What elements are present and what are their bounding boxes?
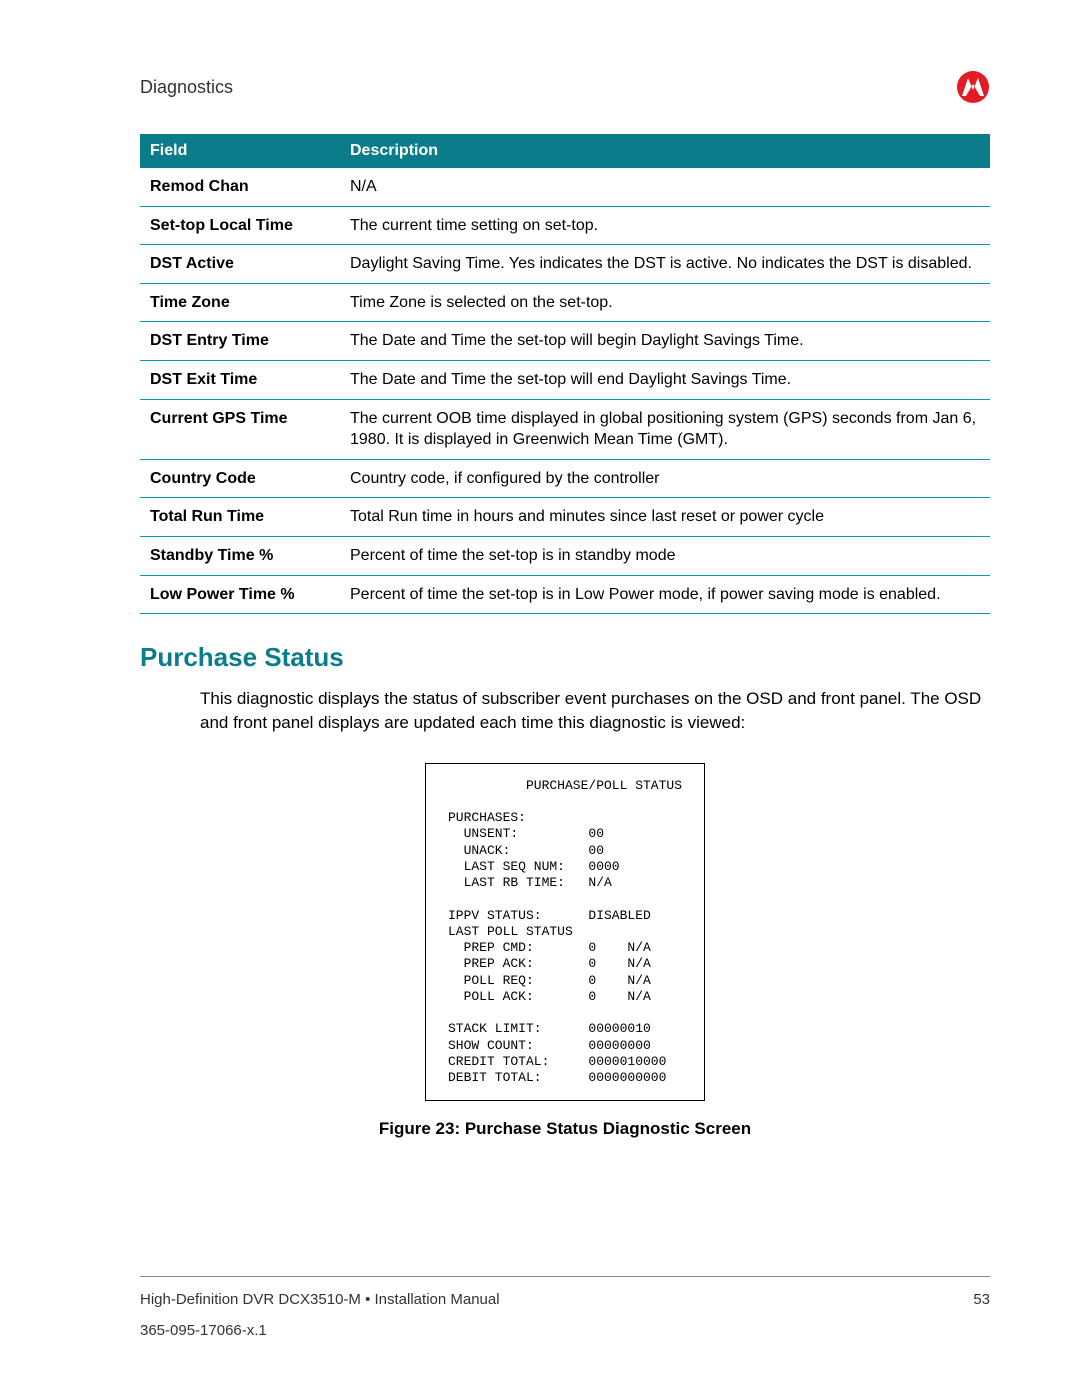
field-desc-cell: Percent of time the set-top is in standb… (340, 536, 990, 575)
table-header-field: Field (140, 134, 340, 168)
field-desc-cell: N/A (340, 168, 990, 206)
field-name-cell: Set-top Local Time (140, 206, 340, 245)
field-name-cell: Country Code (140, 459, 340, 498)
field-name-cell: Low Power Time % (140, 575, 340, 614)
table-row: Set-top Local TimeThe current time setti… (140, 206, 990, 245)
table-row: Low Power Time %Percent of time the set-… (140, 575, 990, 614)
field-name-cell: Current GPS Time (140, 399, 340, 459)
field-name-cell: Standby Time % (140, 536, 340, 575)
figure-caption: Figure 23: Purchase Status Diagnostic Sc… (140, 1119, 990, 1139)
field-desc-cell: Country code, if configured by the contr… (340, 459, 990, 498)
field-name-cell: DST Exit Time (140, 360, 340, 399)
field-desc-cell: Daylight Saving Time. Yes indicates the … (340, 245, 990, 284)
field-desc-cell: The current OOB time displayed in global… (340, 399, 990, 459)
section-body-text: This diagnostic displays the status of s… (200, 687, 990, 735)
field-name-cell: Total Run Time (140, 498, 340, 537)
field-desc-cell: Total Run time in hours and minutes sinc… (340, 498, 990, 537)
page-footer: High-Definition DVR DCX3510-M • Installa… (140, 1269, 990, 1340)
field-name-cell: Remod Chan (140, 168, 340, 206)
field-name-cell: DST Active (140, 245, 340, 284)
fields-table: Field Description Remod ChanN/ASet-top L… (140, 134, 990, 614)
field-desc-cell: The current time setting on set-top. (340, 206, 990, 245)
section-heading: Purchase Status (140, 642, 990, 673)
table-row: DST Entry TimeThe Date and Time the set-… (140, 322, 990, 361)
field-desc-cell: The Date and Time the set-top will begin… (340, 322, 990, 361)
table-row: DST Exit TimeThe Date and Time the set-t… (140, 360, 990, 399)
diagram-container: PURCHASE/POLL STATUS PURCHASES: UNSENT: … (140, 763, 990, 1102)
field-name-cell: Time Zone (140, 283, 340, 322)
table-row: Country CodeCountry code, if configured … (140, 459, 990, 498)
header-section-title: Diagnostics (140, 77, 233, 98)
field-desc-cell: Time Zone is selected on the set-top. (340, 283, 990, 322)
field-desc-cell: The Date and Time the set-top will end D… (340, 360, 990, 399)
page-header: Diagnostics (140, 70, 990, 104)
purchase-status-diagram: PURCHASE/POLL STATUS PURCHASES: UNSENT: … (425, 763, 705, 1102)
footer-manual-title: High-Definition DVR DCX3510-M • Installa… (140, 1291, 500, 1308)
table-header-description: Description (340, 134, 990, 168)
table-row: Total Run TimeTotal Run time in hours an… (140, 498, 990, 537)
table-row: Current GPS TimeThe current OOB time dis… (140, 399, 990, 459)
table-row: Remod ChanN/A (140, 168, 990, 206)
table-row: DST ActiveDaylight Saving Time. Yes indi… (140, 245, 990, 284)
footer-page-number: 53 (973, 1291, 990, 1308)
field-desc-cell: Percent of time the set-top is in Low Po… (340, 575, 990, 614)
motorola-logo-icon (956, 70, 990, 104)
table-row: Standby Time %Percent of time the set-to… (140, 536, 990, 575)
footer-doc-number: 365-095-17066-x.1 (140, 1322, 990, 1339)
table-row: Time ZoneTime Zone is selected on the se… (140, 283, 990, 322)
field-name-cell: DST Entry Time (140, 322, 340, 361)
